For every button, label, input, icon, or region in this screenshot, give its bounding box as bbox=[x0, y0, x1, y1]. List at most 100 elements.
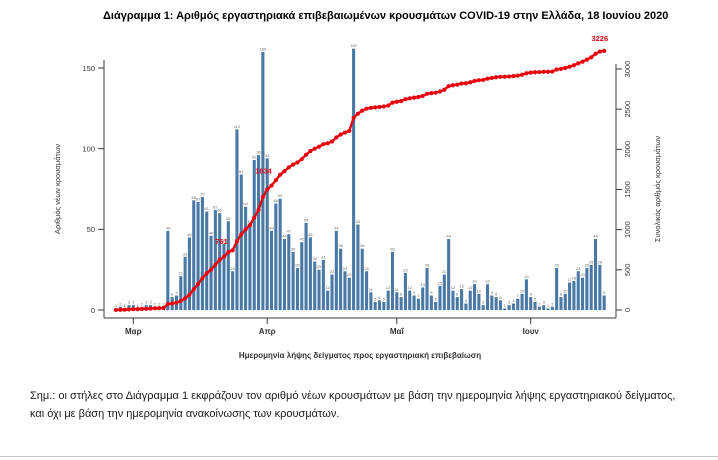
y-left-axis-title: Αριθμός νέων κρουσμάτων bbox=[53, 144, 62, 234]
bar bbox=[585, 268, 589, 310]
bar-value-label: 18 bbox=[572, 275, 577, 280]
bar-value-label: 12 bbox=[468, 285, 473, 290]
bar bbox=[261, 51, 265, 310]
bar-value-label: 64 bbox=[243, 201, 248, 206]
cumulative-point bbox=[338, 132, 343, 137]
cumulative-point bbox=[368, 105, 373, 110]
bar bbox=[209, 235, 213, 310]
cumulative-point bbox=[286, 165, 291, 170]
bar-value-label: 49 bbox=[166, 225, 171, 230]
bar bbox=[248, 224, 252, 310]
bar-value-label: 10 bbox=[563, 288, 568, 293]
bar bbox=[390, 251, 395, 310]
y-right-tick-label: 1000 bbox=[623, 221, 632, 238]
cumulative-point bbox=[148, 306, 153, 311]
bar-value-label: 8 bbox=[171, 292, 174, 297]
bar-value-label: 49 bbox=[334, 225, 339, 230]
milestone-label: 1634 bbox=[255, 166, 273, 175]
bar bbox=[447, 239, 451, 310]
cumulative-point bbox=[347, 128, 352, 134]
bar-value-label: 4 bbox=[465, 298, 468, 303]
cumulative-point bbox=[386, 103, 391, 108]
bar-value-label: 12 bbox=[325, 285, 330, 290]
bar-value-label: 2 bbox=[162, 301, 165, 306]
bar-value-label: 8 bbox=[495, 292, 498, 297]
cumulative-point bbox=[390, 100, 395, 105]
cumulative-point bbox=[463, 81, 469, 86]
cumulative-point bbox=[252, 215, 257, 220]
bar-value-label: 31 bbox=[321, 254, 326, 259]
bar-value-label: 8 bbox=[530, 292, 533, 297]
bar bbox=[326, 290, 330, 310]
cumulative-point bbox=[239, 232, 244, 237]
cumulative-point bbox=[532, 70, 538, 75]
bar-value-label: 8 bbox=[456, 292, 459, 297]
bar bbox=[373, 301, 377, 310]
bar bbox=[269, 230, 274, 310]
bar-value-label: 84 bbox=[239, 169, 244, 174]
bar-value-label: 3 bbox=[128, 300, 131, 305]
bar-value-label: 13 bbox=[459, 284, 464, 289]
cumulative-point bbox=[537, 69, 542, 75]
bar-value-label: 3 bbox=[508, 300, 511, 305]
cumulative-point bbox=[411, 95, 417, 100]
bar bbox=[166, 230, 170, 310]
bar bbox=[550, 306, 554, 310]
bar bbox=[213, 209, 217, 310]
bar-value-label: 2 bbox=[158, 301, 161, 306]
bar bbox=[347, 277, 351, 310]
bar bbox=[503, 308, 507, 310]
cumulative-point bbox=[377, 104, 382, 110]
cumulative-point bbox=[519, 72, 525, 77]
bar-value-label: 23 bbox=[403, 267, 408, 272]
bar-value-label: 28 bbox=[598, 259, 603, 264]
bar bbox=[473, 284, 477, 310]
cumulative-point bbox=[122, 307, 127, 312]
bar bbox=[468, 290, 472, 310]
bar-value-label: 16 bbox=[472, 279, 477, 284]
bar-value-label: 96 bbox=[256, 150, 261, 155]
cumulative-point bbox=[446, 84, 451, 89]
bar-value-label: 26 bbox=[295, 263, 300, 268]
cumulative-point bbox=[256, 207, 261, 213]
cumulative-point bbox=[260, 194, 265, 200]
cumulative-point bbox=[334, 135, 339, 140]
bar-value-label: 60 bbox=[217, 208, 222, 213]
milestone-label: 3226 bbox=[591, 34, 608, 43]
cumulative-point bbox=[312, 146, 317, 151]
bar bbox=[477, 293, 481, 310]
bar-value-label: 16 bbox=[485, 279, 490, 284]
bar-value-label: 49 bbox=[269, 225, 274, 230]
bar-value-label: 22 bbox=[330, 269, 335, 274]
bar bbox=[200, 197, 204, 310]
bar-value-label: 53 bbox=[356, 219, 361, 224]
y-right-tick-label: 2000 bbox=[623, 141, 632, 158]
cumulative-point bbox=[113, 307, 119, 313]
bar-value-label: 1 bbox=[547, 303, 550, 308]
cumulative-point bbox=[195, 281, 201, 286]
cumulative-point bbox=[291, 162, 296, 167]
bar bbox=[442, 274, 446, 310]
bar-value-label: 24 bbox=[364, 266, 369, 271]
cumulative-point bbox=[208, 267, 214, 272]
bar-value-label: 19 bbox=[524, 274, 529, 279]
cumulative-point bbox=[468, 80, 473, 85]
cumulative-point bbox=[282, 169, 287, 174]
bar-value-label: 24 bbox=[230, 266, 235, 271]
bar bbox=[399, 297, 403, 310]
bar bbox=[593, 239, 598, 310]
cumulative-point bbox=[221, 254, 227, 259]
bar-value-label: 28 bbox=[589, 259, 594, 264]
cumulative-point bbox=[321, 142, 326, 147]
cumulative-point bbox=[545, 69, 551, 74]
bar bbox=[516, 298, 520, 310]
bar-value-label: 26 bbox=[585, 263, 590, 268]
cumulative-point bbox=[476, 78, 481, 83]
bar bbox=[451, 290, 455, 310]
bar bbox=[252, 159, 256, 310]
cumulative-point bbox=[191, 287, 196, 292]
bar bbox=[485, 284, 490, 310]
bar-value-label: 36 bbox=[390, 246, 395, 251]
bar-value-label: 10 bbox=[520, 288, 525, 293]
bar-value-label: 6 bbox=[499, 295, 502, 300]
